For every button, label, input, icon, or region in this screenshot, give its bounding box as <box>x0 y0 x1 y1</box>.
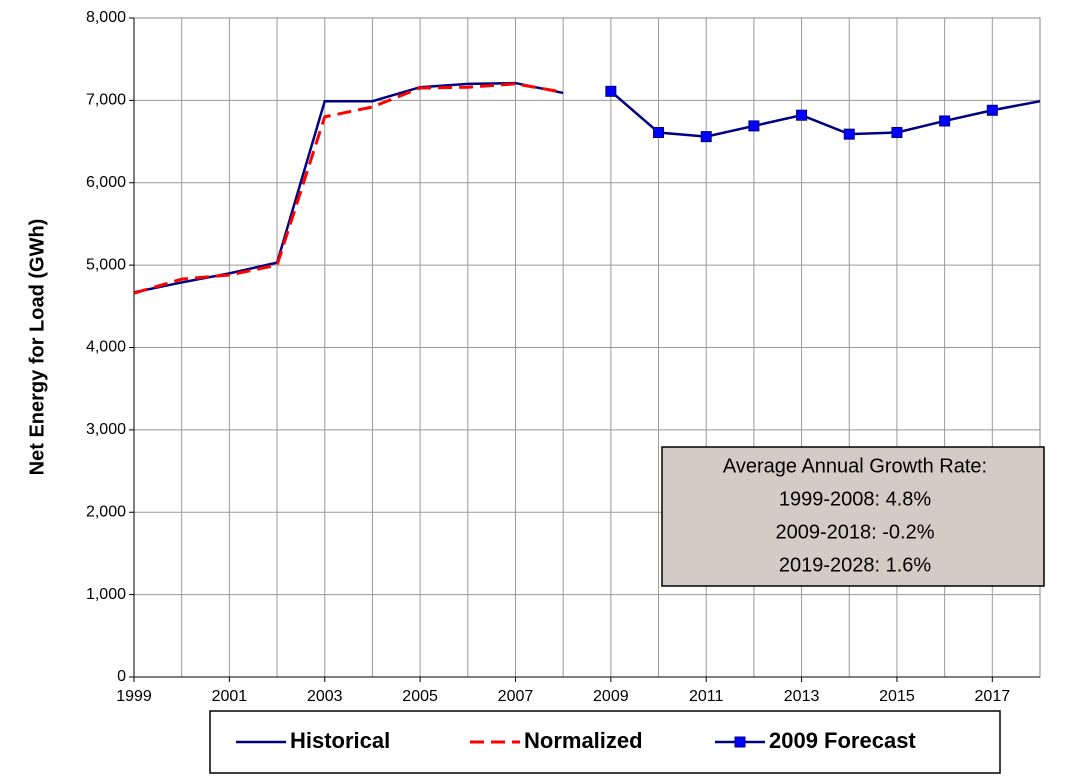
x-tick-label: 2007 <box>498 688 534 705</box>
x-tick-label: 2005 <box>402 688 438 705</box>
x-tick-label: 1999 <box>116 688 152 705</box>
x-tick-label: 2011 <box>689 688 724 705</box>
y-tick-label: 5,000 <box>86 256 126 273</box>
series-line <box>610 90 1040 138</box>
series-marker <box>939 115 951 127</box>
annotation-text: 2019-2028: 1.6% <box>779 554 932 576</box>
series-marker <box>700 131 712 143</box>
x-tick-label: 2009 <box>593 688 629 705</box>
series-marker <box>796 109 808 121</box>
legend-label: 2009 Forecast <box>769 728 916 753</box>
y-tick-label: 1,000 <box>86 586 126 603</box>
series-marker <box>605 85 617 97</box>
legend-box <box>209 710 1001 774</box>
y-tick-label: 7,000 <box>86 92 126 109</box>
y-tick-label: 3,000 <box>86 421 126 438</box>
series-marker <box>891 127 903 139</box>
annotation-text: 1999-2008: 4.8% <box>779 488 932 510</box>
y-tick-label: 4,000 <box>86 339 126 356</box>
y-tick-label: 2,000 <box>86 503 126 520</box>
series-marker <box>843 128 855 140</box>
series-marker <box>748 120 760 132</box>
y-tick-label: 0 <box>117 668 126 685</box>
series-marker <box>653 127 665 139</box>
annotation-text: 2009-2018: -0.2% <box>775 521 934 543</box>
x-tick-label: 2003 <box>307 688 343 705</box>
legend-label: Historical <box>290 728 390 753</box>
y-tick-label: 6,000 <box>86 174 126 191</box>
x-tick-label: 2015 <box>879 688 915 705</box>
legend-label: Normalized <box>524 728 643 753</box>
x-tick-label: 2013 <box>784 688 820 705</box>
annotation-text: Average Annual Growth Rate: <box>723 455 987 477</box>
y-axis-label: Net Energy for Load (GWh) <box>26 219 48 476</box>
y-tick-label: 8,000 <box>86 9 126 26</box>
series-line <box>134 81 564 294</box>
annotation-box <box>661 446 1045 587</box>
x-tick-label: 2001 <box>212 688 248 705</box>
series-line <box>134 82 564 295</box>
x-tick-label: 2017 <box>975 688 1011 705</box>
legend-marker <box>734 736 746 748</box>
series-marker <box>986 104 998 116</box>
